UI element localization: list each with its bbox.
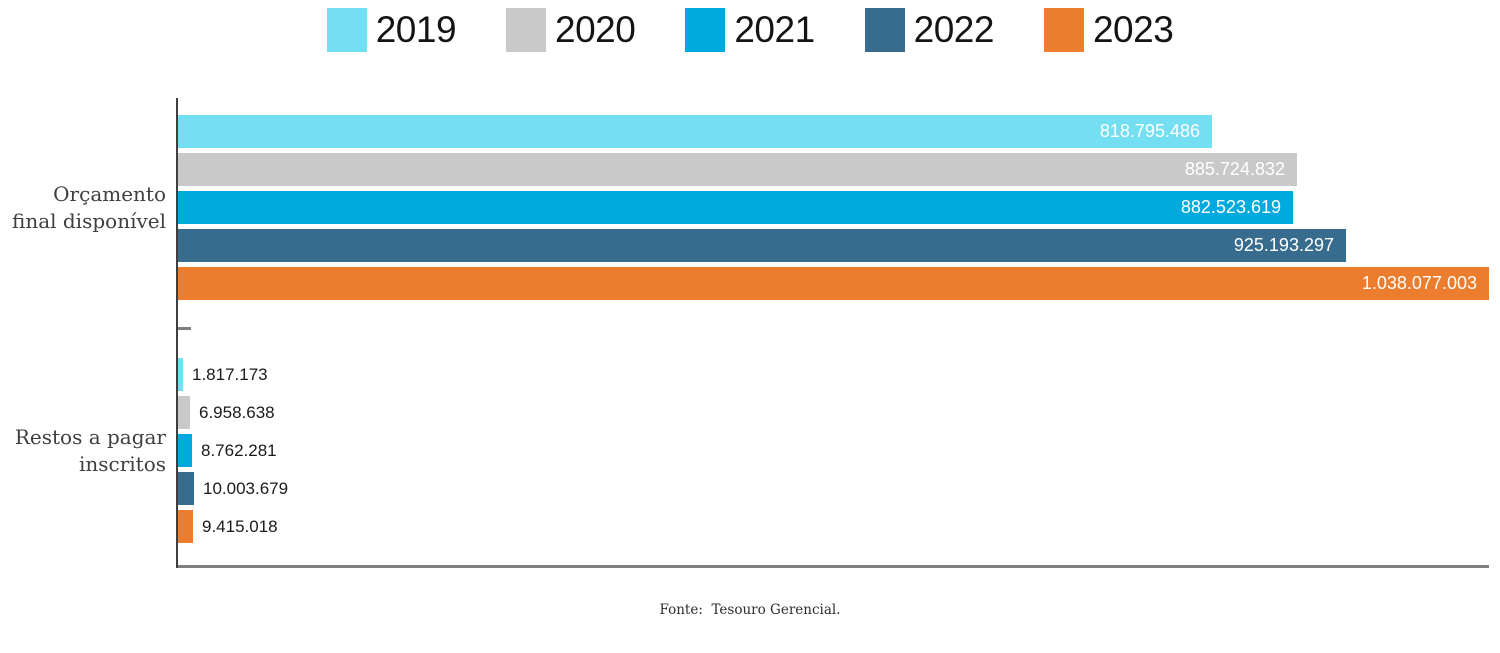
legend-swatch-2023 [1043, 8, 1084, 52]
value-label-2023-group1: 9.415.018 [202, 517, 278, 536]
bar-2019-group0: 818.795.486 [178, 115, 1212, 148]
bar-2020-group0: 885.724.832 [178, 153, 1297, 186]
legend-swatch-2022 [864, 8, 905, 52]
bar-row-2022-group1: 10.003.679 [178, 472, 1489, 505]
value-label-2023-group0: 1.038.077.003 [1361, 273, 1477, 293]
value-label-2020-group1: 6.958.638 [199, 403, 275, 422]
value-label-2022-group1: 10.003.679 [203, 479, 289, 498]
value-label-2019-group0: 818.795.486 [1099, 121, 1200, 141]
value-label-2020-group0: 885.724.832 [1184, 159, 1285, 179]
legend-label-2022: 2022 [913, 9, 995, 50]
bar-row-2022-group0: 925.193.297 [178, 229, 1489, 262]
legend-swatch-2021 [685, 8, 726, 52]
bar-2020-group1 [178, 396, 190, 429]
value-label-2021-group1: 8.762.281 [201, 441, 277, 460]
bar-row-2020-group1: 6.958.638 [178, 396, 1489, 429]
bar-row-2023-group0: 1.038.077.003 [178, 267, 1489, 300]
x-axis-line [178, 565, 1489, 568]
category-label-line: inscritos [78, 452, 166, 476]
legend-label-2021: 2021 [734, 9, 815, 50]
value-label-2021-group0: 882.523.619 [1180, 197, 1281, 217]
value-label-2019-group1: 1.817.173 [192, 365, 268, 384]
legend-swatch-2019 [326, 8, 367, 52]
value-label-2022-group0: 925.193.297 [1233, 235, 1334, 255]
bar-row-2019-group0: 818.795.486 [178, 115, 1489, 148]
bar-2022-group0: 925.193.297 [178, 229, 1346, 262]
legend-item-2022: 2022 [864, 8, 995, 52]
category-label-line: Orçamento [53, 182, 166, 206]
axis-tick [178, 327, 191, 330]
bar-row-2021-group1: 8.762.281 [178, 434, 1489, 467]
bar-2021-group1 [178, 434, 192, 467]
bar-2023-group1 [178, 510, 193, 543]
category-label-line: Restos a pagar [14, 425, 166, 449]
plot-area: 818.795.486 885.724.832 882.523.619 925.193… [176, 98, 1489, 568]
category-label-1: Restos a pagar inscritos [0, 424, 166, 478]
bar-2019-group1 [178, 358, 183, 391]
bar-2022-group1 [178, 472, 194, 505]
bar-2021-group0: 882.523.619 [178, 191, 1293, 224]
bar-row-2020-group0: 885.724.832 [178, 153, 1489, 186]
category-label-line: final disponível [11, 209, 166, 233]
bar-row-2019-group1: 1.817.173 [178, 358, 1489, 391]
legend-item-2020: 2020 [506, 8, 636, 52]
bar-row-2023-group1: 9.415.018 [178, 510, 1489, 543]
bar-row-2021-group0: 882.523.619 [178, 191, 1489, 224]
legend: 2019 2020 2021 2022 2023 [0, 8, 1500, 52]
category-label-0: Orçamento final disponível [0, 181, 166, 235]
legend-item-2019: 2019 [326, 8, 457, 52]
legend-swatch-2020 [506, 8, 547, 52]
legend-label-2023: 2023 [1092, 9, 1174, 50]
legend-item-2021: 2021 [685, 8, 815, 52]
source-note: Fonte: Tesouro Gerencial. [659, 602, 841, 618]
legend-item-2023: 2023 [1043, 8, 1174, 52]
legend-label-2019: 2019 [375, 9, 457, 50]
legend-label-2020: 2020 [555, 9, 636, 50]
bar-2023-group0: 1.038.077.003 [178, 267, 1489, 300]
